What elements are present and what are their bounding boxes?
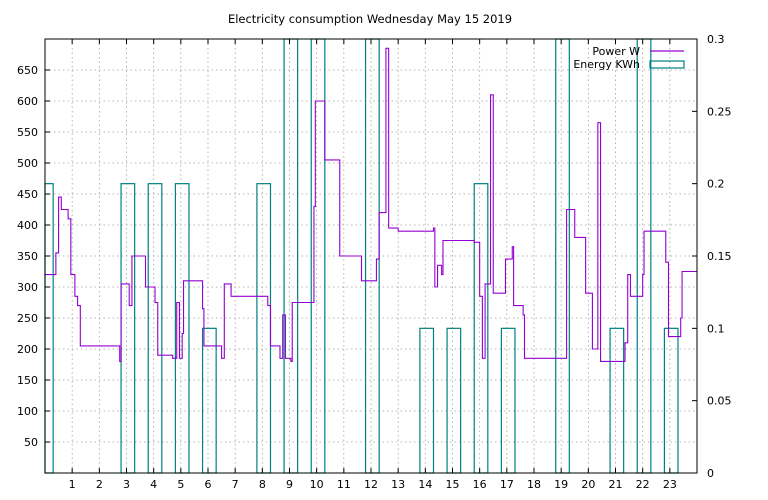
energy-bar bbox=[147, 183, 163, 474]
y-tick-label: 650 bbox=[17, 64, 38, 77]
energy-bar bbox=[446, 327, 462, 474]
x-tick-label: 16 bbox=[473, 478, 487, 491]
energy-bar bbox=[310, 38, 326, 474]
grid-layer bbox=[45, 39, 697, 473]
y2-tick-label: 0.2 bbox=[707, 178, 725, 191]
x-tick-label: 23 bbox=[663, 478, 677, 491]
x-tick-label: 1 bbox=[69, 478, 76, 491]
energy-bar bbox=[419, 327, 435, 474]
y-tick-label: 300 bbox=[17, 281, 38, 294]
y-tick-label: 450 bbox=[17, 188, 38, 201]
x-tick-label: 20 bbox=[581, 478, 595, 491]
y-tick-label: 100 bbox=[17, 405, 38, 418]
x-tick-label: 12 bbox=[364, 478, 378, 491]
energy-bar bbox=[201, 327, 217, 474]
y2-tick-label: 0 bbox=[707, 467, 714, 480]
x-tick-label: 17 bbox=[500, 478, 514, 491]
power-line bbox=[45, 47, 697, 362]
chart-title: Electricity consumption Wednesday May 15… bbox=[228, 12, 512, 26]
y2-tick-label: 0.15 bbox=[707, 250, 732, 263]
x-tick-label: 7 bbox=[232, 478, 239, 491]
y2-tick-label: 0.1 bbox=[707, 322, 725, 335]
x-tick-label: 13 bbox=[391, 478, 405, 491]
y-tick-label: 500 bbox=[17, 157, 38, 170]
energy-bar bbox=[364, 38, 380, 474]
energy-bar bbox=[174, 183, 190, 474]
x-tick-label: 18 bbox=[527, 478, 541, 491]
power-series bbox=[45, 47, 697, 362]
y2-tick-label: 0.3 bbox=[707, 33, 725, 46]
y-tick-label: 50 bbox=[24, 436, 38, 449]
energy-bar bbox=[500, 327, 516, 474]
y-tick-label: 400 bbox=[17, 219, 38, 232]
x-tick-label: 22 bbox=[636, 478, 650, 491]
x-tick-label: 2 bbox=[96, 478, 103, 491]
y-tick-label: 550 bbox=[17, 126, 38, 139]
x-tick-label: 11 bbox=[337, 478, 351, 491]
energy-bar bbox=[609, 327, 625, 474]
x-tick-label: 10 bbox=[310, 478, 324, 491]
y-tick-label: 350 bbox=[17, 250, 38, 263]
x-tick-label: 8 bbox=[259, 478, 266, 491]
energy-bar bbox=[120, 183, 136, 474]
x-tick-label: 19 bbox=[554, 478, 568, 491]
x-tick-label: 21 bbox=[609, 478, 623, 491]
energy-bar bbox=[663, 327, 679, 474]
legend-power-label: Power W bbox=[592, 45, 640, 58]
x-tick-label: 6 bbox=[205, 478, 212, 491]
y-tick-label: 250 bbox=[17, 312, 38, 325]
energy-bar bbox=[44, 183, 54, 474]
x-tick-label: 9 bbox=[286, 478, 293, 491]
energy-bar bbox=[473, 183, 489, 474]
x-tick-label: 15 bbox=[446, 478, 460, 491]
energy-bar bbox=[256, 183, 272, 474]
y-tick-label: 200 bbox=[17, 343, 38, 356]
x-tick-label: 4 bbox=[150, 478, 157, 491]
energy-bar bbox=[283, 38, 299, 474]
legend-energy-label: Energy KWh bbox=[573, 58, 640, 71]
x-tick-label: 3 bbox=[123, 478, 130, 491]
y-tick-label: 600 bbox=[17, 95, 38, 108]
legend-energy-swatch bbox=[649, 60, 685, 69]
x-tick-label: 14 bbox=[418, 478, 432, 491]
ticks-layer: 1 2 3 4 5 6 7 8 9 10 11 12 13 14 15 16 17 18 19 20 21 22 23501… bbox=[17, 33, 732, 491]
x-tick-label: 5 bbox=[177, 478, 184, 491]
y-tick-label: 150 bbox=[17, 374, 38, 387]
y2-tick-label: 0.05 bbox=[707, 395, 732, 408]
y2-tick-label: 0.25 bbox=[707, 105, 732, 118]
legend: Power W Energy KWh bbox=[573, 45, 685, 71]
